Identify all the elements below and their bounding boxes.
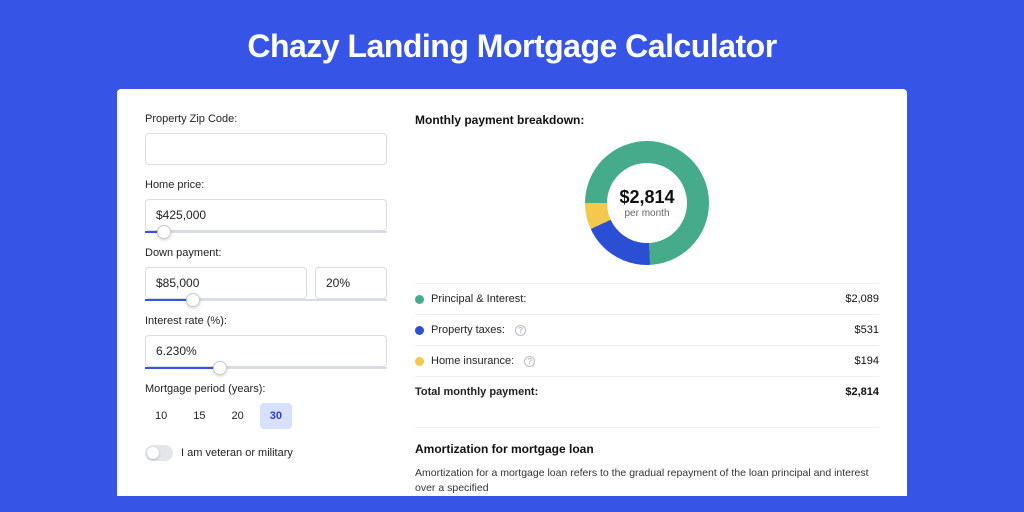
total-label: Total monthly payment: bbox=[415, 386, 538, 398]
breakdown-panel: Monthly payment breakdown: $2,814 per mo… bbox=[415, 113, 879, 496]
period-option-20[interactable]: 20 bbox=[222, 403, 254, 429]
card-outer: Property Zip Code: Home price: Down paym… bbox=[117, 89, 907, 496]
home-price-field-group: Home price: bbox=[145, 179, 387, 233]
legend-value: $194 bbox=[855, 355, 879, 367]
info-icon[interactable]: ? bbox=[515, 325, 526, 336]
home-price-input[interactable] bbox=[145, 199, 387, 231]
total-value: $2,814 bbox=[845, 386, 879, 398]
interest-rate-slider-fill bbox=[145, 367, 220, 369]
zip-label: Property Zip Code: bbox=[145, 113, 387, 125]
donut-wrap: $2,814 per month bbox=[415, 141, 879, 265]
interest-rate-field-group: Interest rate (%): bbox=[145, 315, 387, 369]
period-option-10[interactable]: 10 bbox=[145, 403, 177, 429]
legend-dot bbox=[415, 295, 424, 304]
home-price-slider[interactable] bbox=[145, 231, 387, 233]
veteran-toggle[interactable] bbox=[145, 445, 173, 461]
down-payment-field-group: Down payment: bbox=[145, 247, 387, 301]
amortization-text: Amortization for a mortgage loan refers … bbox=[415, 466, 879, 496]
legend-dot bbox=[415, 357, 424, 366]
home-price-label: Home price: bbox=[145, 179, 387, 191]
down-payment-amount-input[interactable] bbox=[145, 267, 307, 299]
legend-label: Home insurance: bbox=[431, 355, 514, 367]
page-title: Chazy Landing Mortgage Calculator bbox=[0, 0, 1024, 89]
donut-center: $2,814 per month bbox=[607, 163, 687, 243]
legend-label: Property taxes: bbox=[431, 324, 505, 336]
legend-dot bbox=[415, 326, 424, 335]
amortization-title: Amortization for mortgage loan bbox=[415, 442, 879, 456]
form-panel: Property Zip Code: Home price: Down paym… bbox=[145, 113, 387, 496]
down-payment-label: Down payment: bbox=[145, 247, 387, 259]
legend-value: $531 bbox=[855, 324, 879, 336]
veteran-label: I am veteran or military bbox=[181, 447, 293, 459]
period-option-30[interactable]: 30 bbox=[260, 403, 292, 429]
legend: Principal & Interest: $2,089 Property taxe… bbox=[415, 283, 879, 407]
interest-rate-slider[interactable] bbox=[145, 367, 387, 369]
donut-amount: $2,814 bbox=[619, 187, 674, 208]
breakdown-title: Monthly payment breakdown: bbox=[415, 113, 879, 127]
home-price-slider-thumb[interactable] bbox=[157, 225, 171, 239]
interest-rate-label: Interest rate (%): bbox=[145, 315, 387, 327]
legend-value: $2,089 bbox=[845, 293, 879, 305]
legend-label: Principal & Interest: bbox=[431, 293, 526, 305]
veteran-row: I am veteran or military bbox=[145, 445, 387, 461]
legend-row-2: Home insurance:? $194 bbox=[415, 346, 879, 377]
interest-rate-input[interactable] bbox=[145, 335, 387, 367]
down-payment-pct-input[interactable] bbox=[315, 267, 387, 299]
period-label: Mortgage period (years): bbox=[145, 383, 387, 395]
donut-chart: $2,814 per month bbox=[585, 141, 709, 265]
info-icon[interactable]: ? bbox=[524, 356, 535, 367]
legend-row-total: Total monthly payment: $2,814 bbox=[415, 377, 879, 407]
down-payment-slider[interactable] bbox=[145, 299, 387, 301]
zip-input[interactable] bbox=[145, 133, 387, 165]
period-field-group: Mortgage period (years): 1015 2030 bbox=[145, 383, 387, 429]
calculator-card: Property Zip Code: Home price: Down paym… bbox=[117, 89, 907, 496]
period-options: 1015 2030 bbox=[145, 403, 387, 429]
legend-row-0: Principal & Interest: $2,089 bbox=[415, 284, 879, 315]
donut-sub: per month bbox=[624, 208, 669, 219]
legend-row-1: Property taxes:? $531 bbox=[415, 315, 879, 346]
down-payment-slider-thumb[interactable] bbox=[186, 293, 200, 307]
period-option-15[interactable]: 15 bbox=[183, 403, 215, 429]
veteran-toggle-knob bbox=[147, 447, 159, 459]
amortization-section: Amortization for mortgage loan Amortizat… bbox=[415, 427, 879, 496]
interest-rate-slider-thumb[interactable] bbox=[213, 361, 227, 375]
zip-field-group: Property Zip Code: bbox=[145, 113, 387, 165]
